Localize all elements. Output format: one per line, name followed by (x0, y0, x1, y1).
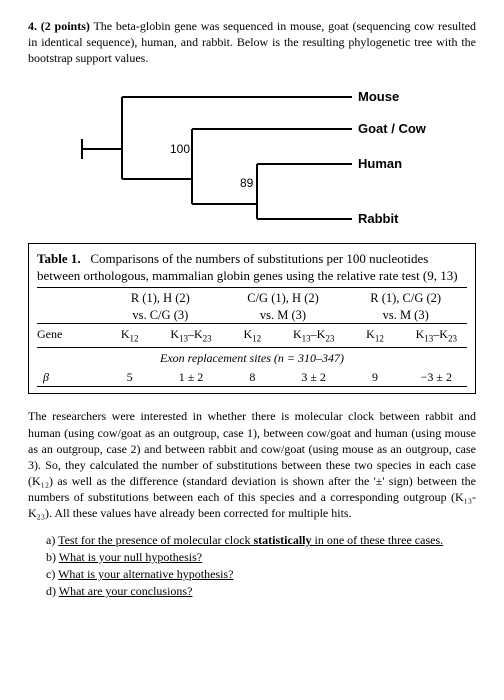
phylo-tree: Mouse Goat / Cow Human Rabbit 100 89 (62, 79, 442, 229)
taxon-human: Human (358, 156, 402, 171)
subq-d: d) What are your conclusions? (46, 583, 476, 599)
beta-row: β 5 1 ± 2 8 3 ± 2 9 −3 ± 2 (37, 368, 467, 387)
explanation-paragraph: The researchers were interested in wheth… (28, 408, 476, 521)
beta-v4: 3 ± 2 (283, 369, 344, 385)
group-header-2: C/G (1), H (2) vs. M (3) (222, 290, 345, 324)
question-prompt: 4. (2 points) The beta-globin gene was s… (28, 18, 476, 67)
exon-row: Exon replacement sites (n = 310–347) (37, 348, 467, 368)
beta-v3: 8 (222, 369, 283, 385)
question-number: 4. (28, 19, 37, 33)
table-group-headers: R (1), H (2) vs. C/G (3) C/G (1), H (2) … (37, 287, 467, 325)
beta-v5: 9 (344, 369, 405, 385)
tree-svg: Mouse Goat / Cow Human Rabbit 100 89 (62, 79, 442, 229)
table-caption: Table 1. Comparisons of the numbers of s… (37, 250, 467, 285)
subq-b: b) What is your null hypothesis? (46, 549, 476, 565)
question-points: (2 points) (41, 19, 90, 33)
subq-a: a) Test for the presence of molecular cl… (46, 532, 476, 548)
table-caption-label: Table 1. (37, 251, 81, 266)
question-body: The beta-globin gene was sequenced in mo… (28, 19, 476, 65)
bootstrap-89: 89 (240, 176, 254, 190)
beta-v6: −3 ± 2 (406, 369, 467, 385)
table-caption-text: Comparisons of the numbers of substituti… (37, 251, 458, 284)
beta-v2: 1 ± 2 (160, 369, 221, 385)
beta-v1: 5 (99, 369, 160, 385)
beta-label: β (37, 369, 99, 385)
table-sub-headers: Gene K12 K13–K23 K12 K13–K23 K12 K13–K23 (37, 324, 467, 348)
taxon-rabbit: Rabbit (358, 211, 399, 226)
bootstrap-100: 100 (170, 142, 190, 156)
taxon-mouse: Mouse (358, 89, 399, 104)
sub-questions: a) Test for the presence of molecular cl… (28, 532, 476, 600)
group-header-3: R (1), C/G (2) vs. M (3) (344, 290, 467, 324)
subq-c: c) What is your alternative hypothesis? (46, 566, 476, 582)
table-1: Table 1. Comparisons of the numbers of s… (28, 243, 476, 395)
gene-label: Gene (37, 326, 99, 345)
taxon-goatcow: Goat / Cow (358, 121, 427, 136)
group-header-1: R (1), H (2) vs. C/G (3) (99, 290, 222, 324)
